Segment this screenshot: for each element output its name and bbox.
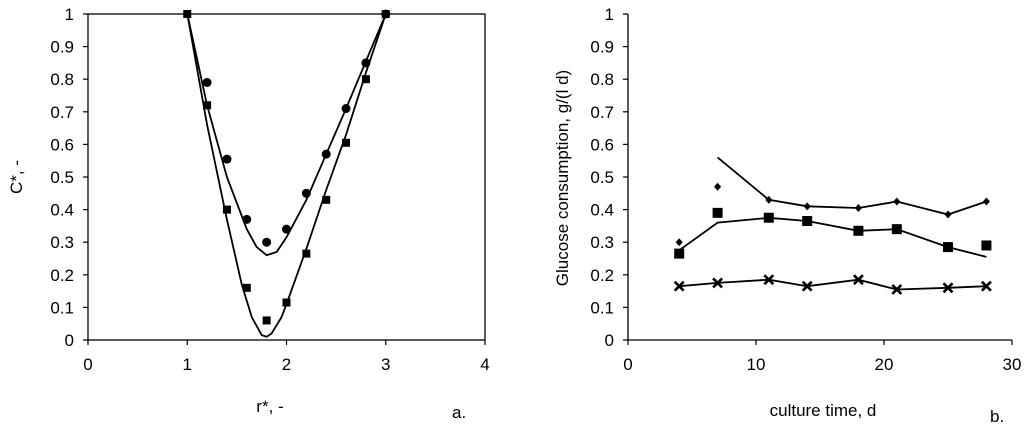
panel-b-x-axis-label: culture time, d <box>770 401 877 420</box>
data-point-circle <box>242 214 252 224</box>
y-tick-label: 0.8 <box>50 70 74 89</box>
panel-a-letter: a. <box>452 403 466 422</box>
panel-b-y-ticks: 0 0.1 0.2 0.3 0.4 0.5 0.6 0.7 0.8 0.9 1 <box>590 5 628 350</box>
y-tick-label: 1 <box>65 5 74 24</box>
data-point-square <box>262 316 271 325</box>
data-point-circle <box>341 104 351 114</box>
y-tick-label: 0.2 <box>50 266 74 285</box>
y-tick-label: 0.7 <box>50 103 74 122</box>
data-point-diamond <box>982 197 990 206</box>
data-point-square <box>891 224 902 235</box>
y-tick-label: 0.5 <box>50 168 74 187</box>
data-point-circle <box>222 154 232 164</box>
panel-a-y-ticks: 0 0.1 0.2 0.3 0.4 0.5 0.6 0.7 0.8 0.9 1 <box>50 5 88 350</box>
y-tick-label: 0 <box>65 331 74 350</box>
y-tick-label: 0.6 <box>50 135 74 154</box>
data-point-square <box>203 101 212 110</box>
data-point-x <box>891 284 903 295</box>
data-point-circle <box>262 237 272 247</box>
y-tick-label: 0.8 <box>590 70 614 89</box>
series-line-3 <box>678 216 987 258</box>
y-tick-label: 0.5 <box>590 168 614 187</box>
data-point-square <box>302 249 311 258</box>
series-line-5 <box>679 278 987 291</box>
data-point-square <box>763 212 774 223</box>
data-point-square <box>674 248 685 259</box>
data-point-square <box>322 195 331 204</box>
data-point-diamond <box>803 202 811 211</box>
x-tick-label: 30 <box>1003 355 1022 374</box>
data-point-square <box>282 298 291 307</box>
panel-b-markers <box>673 182 992 295</box>
y-tick-label: 0.3 <box>50 233 74 252</box>
y-tick-label: 0.1 <box>590 298 614 317</box>
panel-a-lines <box>186 13 387 338</box>
data-point-circle <box>202 77 212 87</box>
data-point-circle <box>282 224 291 234</box>
series-line-2 <box>186 13 387 257</box>
data-point-square <box>943 242 953 253</box>
y-tick-label: 0.6 <box>590 135 614 154</box>
panel-b-y-axis-label: Glucose consumption, g/(l d) <box>553 70 572 286</box>
data-point-diamond <box>854 203 862 212</box>
y-tick-label: 0.3 <box>590 233 614 252</box>
panel-b-letter: b. <box>990 407 1004 426</box>
x-tick-label: 3 <box>381 355 390 374</box>
data-point-diamond <box>714 182 722 191</box>
data-point-x <box>942 282 954 294</box>
data-point-x <box>763 274 775 286</box>
data-point-x <box>980 280 992 292</box>
x-tick-label: 0 <box>623 355 632 374</box>
y-tick-label: 1 <box>605 5 614 24</box>
data-point-x <box>852 274 864 286</box>
y-tick-label: 0.7 <box>590 103 614 122</box>
data-point-diamond <box>675 238 683 247</box>
data-point-square <box>222 205 231 214</box>
data-point-diamond <box>944 210 952 219</box>
data-point-x <box>801 280 813 292</box>
panel-b-lines <box>678 156 987 291</box>
panel-b: 0 0.1 0.2 0.3 0.4 0.5 0.6 0.7 0.8 0.9 1 0 10 20 30 cu… <box>553 5 1021 426</box>
y-tick-label: 0 <box>605 331 614 350</box>
y-tick-label: 0.9 <box>50 38 74 57</box>
panel-a-plot-frame <box>87 13 486 341</box>
y-tick-label: 0.4 <box>50 201 74 220</box>
x-tick-label: 0 <box>83 355 92 374</box>
data-point-square <box>853 225 864 236</box>
panel-a-y-axis-label: C*, - <box>7 160 26 194</box>
x-tick-label: 10 <box>747 355 766 374</box>
data-point-diamond <box>893 197 901 206</box>
data-point-square <box>802 216 813 227</box>
data-point-square <box>981 240 992 251</box>
y-tick-label: 0.4 <box>590 201 614 220</box>
panel-a-markers <box>183 9 391 325</box>
data-point-circle <box>361 58 371 68</box>
data-point-square <box>712 207 723 218</box>
panel-a-x-axis-label: r*, - <box>256 397 283 416</box>
data-point-square <box>381 10 390 18</box>
data-point-diamond <box>765 195 773 204</box>
data-point-square <box>183 10 192 18</box>
data-point-square <box>361 75 370 84</box>
series-line-3 <box>186 13 387 338</box>
data-point-square <box>242 283 251 292</box>
x-tick-label: 2 <box>282 355 291 374</box>
y-tick-label: 0.9 <box>590 38 614 57</box>
series-line-1 <box>717 156 987 216</box>
data-point-circle <box>301 188 311 198</box>
panel-b-x-ticks: 0 10 20 30 <box>623 340 1021 374</box>
data-point-circle <box>321 149 331 159</box>
x-tick-label: 4 <box>480 355 489 374</box>
data-point-x <box>712 277 724 289</box>
panel-a: 0 0.1 0.2 0.3 0.4 0.5 0.6 0.7 0.8 0.9 1 0 1 2 3 4 r*, … <box>7 5 490 422</box>
y-tick-label: 0.1 <box>50 298 74 317</box>
x-tick-label: 1 <box>183 355 192 374</box>
panel-a-x-ticks: 0 1 2 3 4 <box>83 340 490 374</box>
data-point-square <box>342 138 351 147</box>
y-tick-label: 0.2 <box>590 266 614 285</box>
data-point-x <box>673 280 685 292</box>
x-tick-label: 20 <box>875 355 894 374</box>
